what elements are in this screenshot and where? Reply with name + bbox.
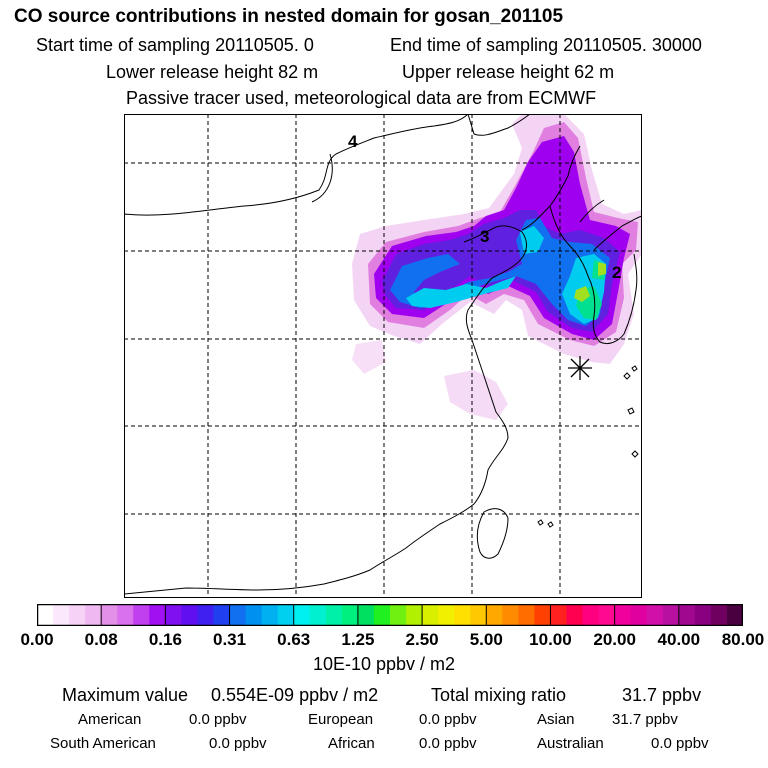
colorbar-swatch <box>486 604 503 626</box>
sampling-start-time: Start time of sampling 20110505. 0 <box>36 35 314 55</box>
colorbar-swatch <box>550 604 568 626</box>
colorbar-swatch <box>245 604 263 626</box>
colorbar-swatch <box>165 604 183 626</box>
colorbar-swatch <box>197 604 215 626</box>
colorbar-swatch <box>566 604 584 626</box>
asian-value: 31.7 ppbv <box>612 711 678 728</box>
colorbar-swatch <box>726 604 743 626</box>
colorbar-tick-label: 0.16 <box>148 630 182 649</box>
max-value-label: Maximum value <box>62 685 189 705</box>
south-american-label: South American <box>50 735 156 752</box>
colorbar-swatch <box>518 604 536 626</box>
plume-peak-east <box>598 262 606 276</box>
colorbar-tick-label: 1.25 <box>341 630 375 649</box>
colorbar-dividers <box>100 604 680 626</box>
colorbar-swatch <box>101 604 118 626</box>
colorbar <box>37 604 743 626</box>
small-islands <box>537 365 639 528</box>
colorbar-swatch <box>438 604 455 626</box>
colorbar-tick-label: 0.31 <box>212 630 247 649</box>
colorbar-tick-label: 10.00 <box>529 630 572 649</box>
colorbar-swatch <box>261 604 279 626</box>
african-label: African <box>328 735 375 752</box>
plume-high-west <box>406 276 516 308</box>
lat-lon-grid <box>124 114 642 598</box>
colorbar-swatch <box>53 604 70 626</box>
colorbar-swatch <box>149 604 166 626</box>
colorbar-swatch <box>85 604 102 626</box>
map-frame <box>124 114 642 598</box>
south-american-value: 0.0 ppbv <box>209 735 267 752</box>
american-label: American <box>78 711 142 728</box>
colorbar-tick-label: 40.00 <box>657 630 701 649</box>
asian-label: Asian <box>537 711 575 728</box>
receptor-asterisk-marker <box>568 356 592 380</box>
colorbar-tick-label: 2.50 <box>405 630 439 649</box>
colorbar-swatch <box>181 604 199 626</box>
plume-peak <box>574 286 590 302</box>
colorbar-swatch <box>69 604 86 626</box>
colorbar-swatch <box>293 604 311 626</box>
colorbar-swatch <box>341 604 359 626</box>
tracer-note: Passive tracer used, meteorological data… <box>126 88 597 108</box>
colorbar-tick-label: 5.00 <box>469 630 503 649</box>
european-label: European <box>308 711 374 728</box>
source-contribution-map: 4 3 2 <box>124 114 642 598</box>
colorbar-swatch <box>213 604 231 626</box>
american-value: 0.0 ppbv <box>189 711 247 728</box>
colorbar-swatch <box>646 604 664 626</box>
colorbar-swatches <box>37 604 743 626</box>
colorbar-swatch <box>117 604 134 626</box>
lower-release-height: Lower release height 82 m <box>106 62 319 82</box>
plume-halo-south <box>444 370 508 420</box>
colorbar-tick-label: 80.00 <box>721 630 765 649</box>
colorbar-tick-label: 0.00 <box>20 630 54 649</box>
colorbar-swatch <box>710 604 728 626</box>
colorbar-units: 10E-10 ppbv / m2 <box>312 654 456 674</box>
colorbar-swatch <box>37 604 54 626</box>
coastlines <box>124 114 642 595</box>
plot-title: CO source contributions in nested domain… <box>14 6 564 27</box>
australian-value: 0.0 ppbv <box>651 735 709 752</box>
max-value: 0.554E-09 ppbv / m2 <box>211 685 379 705</box>
upper-release-height: Upper release height 62 m <box>402 62 615 82</box>
colorbar-swatch <box>598 604 616 626</box>
colorbar-swatch <box>133 604 150 626</box>
colorbar-swatch <box>406 604 423 626</box>
african-value: 0.0 ppbv <box>419 735 477 752</box>
colorbar-swatch <box>357 604 375 626</box>
colorbar-tick-label: 0.08 <box>84 630 118 649</box>
colorbar-swatch <box>277 604 295 626</box>
colorbar-swatch <box>662 604 680 626</box>
colorbar-swatch <box>470 604 487 626</box>
region-label-4: 4 <box>348 132 358 151</box>
colorbar-tick-label: 20.00 <box>593 630 636 649</box>
plume-halo-west <box>352 340 386 374</box>
sampling-end-time: End time of sampling 20110505. 30000 <box>390 35 702 55</box>
colorbar-swatch <box>390 604 407 626</box>
colorbar-swatch <box>309 604 327 626</box>
colorbar-swatch <box>325 604 343 626</box>
colorbar-tick-label: 0.63 <box>277 630 311 649</box>
colorbar-swatch <box>678 604 696 626</box>
total-mixing-ratio-value: 31.7 ppbv <box>622 685 702 705</box>
colorbar-swatch <box>229 604 247 626</box>
colorbar-swatch <box>502 604 519 626</box>
colorbar-swatch <box>630 604 648 626</box>
total-mixing-ratio-label: Total mixing ratio <box>431 685 567 705</box>
taiwan-island <box>476 508 509 559</box>
colorbar-swatch <box>582 604 600 626</box>
colorbar-swatch <box>534 604 552 626</box>
colorbar-swatch <box>422 604 439 626</box>
colorbar-swatch <box>694 604 712 626</box>
region-label-2: 2 <box>612 263 621 282</box>
european-value: 0.0 ppbv <box>419 711 477 728</box>
colorbar-swatch <box>614 604 632 626</box>
colorbar-swatch <box>454 604 471 626</box>
region-label-3: 3 <box>480 227 489 246</box>
australian-label: Australian <box>537 735 604 752</box>
colorbar-swatch <box>373 604 391 626</box>
